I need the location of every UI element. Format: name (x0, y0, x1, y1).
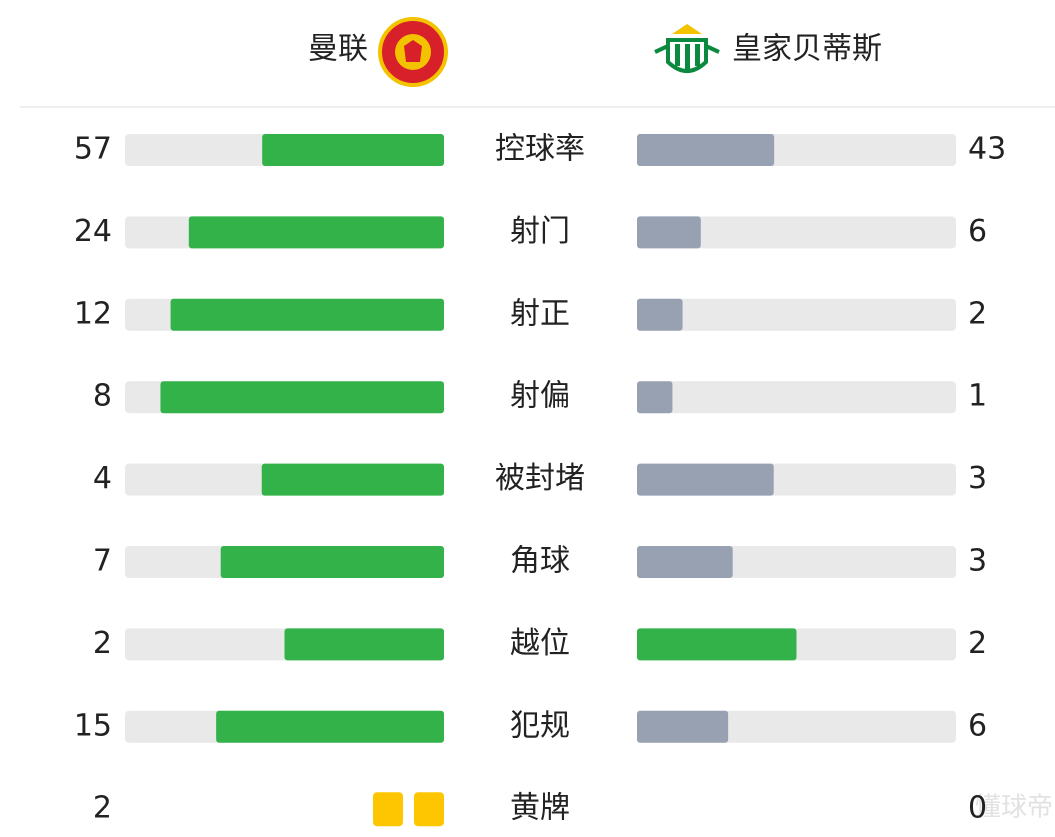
home-value: 4 (93, 461, 112, 496)
away-track (637, 216, 956, 249)
home-bar (262, 134, 444, 166)
yellow-card (373, 792, 403, 827)
away-bar (637, 216, 701, 249)
home-team-name: 曼联 (308, 32, 368, 67)
home-value: 12 (74, 296, 112, 331)
home-bar (284, 628, 444, 661)
away-value: 3 (968, 461, 987, 496)
stat-label: 越位 (510, 626, 570, 661)
home-bar (160, 381, 444, 414)
away-track (637, 381, 956, 414)
home-bar (216, 710, 444, 743)
away-bar (637, 134, 775, 166)
away-bar (637, 298, 683, 331)
home-value: 7 (93, 544, 112, 579)
stat-label: 射偏 (510, 379, 570, 414)
home-value: 24 (74, 214, 112, 249)
yellow-card (414, 792, 444, 827)
away-value: 6 (968, 708, 987, 743)
home-value: 15 (74, 708, 112, 743)
home-value: 2 (93, 791, 112, 826)
stat-label: 射正 (510, 296, 570, 331)
away-value: 0 (968, 791, 987, 826)
home-value: 8 (93, 379, 112, 414)
home-value: 2 (93, 626, 112, 661)
away-value: 6 (968, 214, 987, 249)
away-value: 2 (968, 626, 987, 661)
home-bar (170, 298, 445, 331)
away-value: 43 (968, 132, 1006, 167)
home-logo (378, 17, 448, 87)
away-logo (654, 24, 720, 73)
away-team-name: 皇家贝蒂斯 (732, 32, 882, 67)
stat-label: 控球率 (495, 132, 585, 167)
away-value: 3 (968, 544, 987, 579)
stat-label: 射门 (510, 214, 570, 249)
stat-label: 犯规 (510, 708, 570, 743)
home-bar (261, 463, 444, 496)
home-value: 57 (74, 132, 112, 167)
stat-label: 黄牌 (510, 791, 570, 826)
away-bar (637, 381, 673, 414)
away-track (637, 298, 956, 331)
away-bar (637, 546, 733, 578)
watermark: 懂球帝 (975, 793, 1053, 823)
home-bar (188, 216, 444, 249)
away-bar (637, 628, 797, 661)
away-bar (637, 710, 729, 743)
home-bar (220, 546, 444, 578)
away-bar (637, 463, 774, 496)
stat-label: 被封堵 (495, 461, 585, 496)
stat-label: 角球 (510, 544, 570, 579)
away-value: 2 (968, 296, 987, 331)
away-value: 1 (968, 379, 987, 414)
